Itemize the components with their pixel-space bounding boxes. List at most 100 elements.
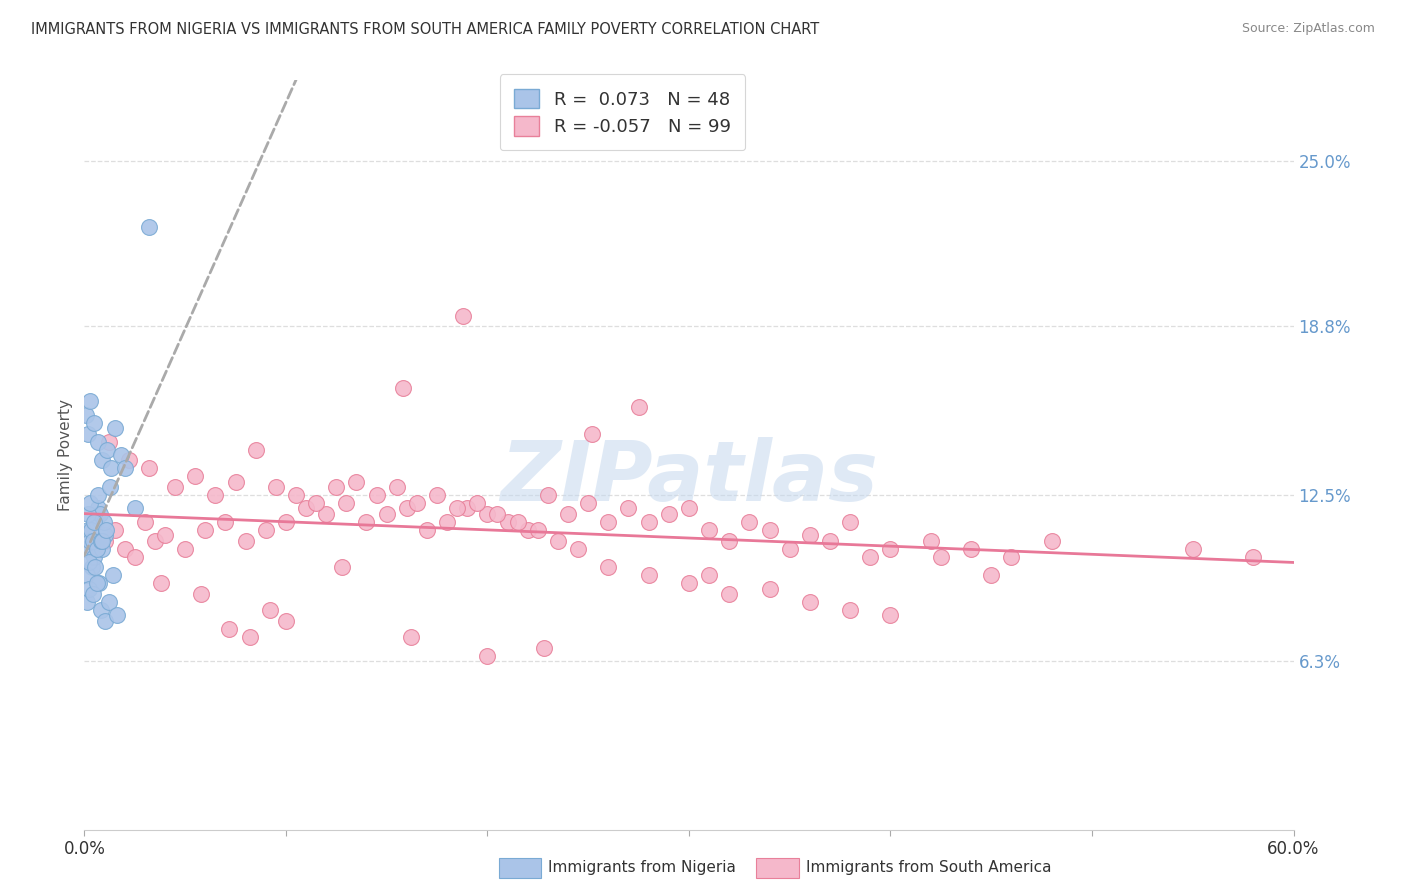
Point [214,515,236,529]
Point [627,400,650,414]
Point [758,523,780,537]
Point [90,533,112,548]
Point [87,501,110,516]
Point [637,568,659,582]
Point [86,576,108,591]
Point [235,533,257,548]
Point [446,501,468,516]
Point [315,507,337,521]
Point [274,515,297,529]
Point [153,528,176,542]
Point [879,608,901,623]
Point [218,622,240,636]
Point [79,555,101,569]
Point [124,549,146,564]
Point [165,480,187,494]
Point [533,640,555,655]
Point [406,496,429,510]
Point [190,587,212,601]
Point [76,568,98,582]
Point [89,576,111,591]
Point [104,523,127,537]
Point [105,608,128,623]
Point [330,560,353,574]
Point [506,515,529,529]
Point [77,523,100,537]
Text: Immigrants from South America: Immigrants from South America [806,860,1052,874]
Point [80,523,103,537]
Point [79,496,101,510]
Point [254,523,277,537]
Point [118,453,141,467]
Text: Source: ZipAtlas.com: Source: ZipAtlas.com [1241,22,1375,36]
Point [239,630,262,644]
Point [839,515,862,529]
Point [77,507,100,521]
Point [516,523,538,537]
Point [245,442,267,457]
Point [697,568,720,582]
Point [82,587,104,601]
Text: Immigrants from Nigeria: Immigrants from Nigeria [548,860,737,874]
Point [97,595,120,609]
Point [114,461,136,475]
Text: IMMIGRANTS FROM NIGERIA VS IMMIGRANTS FROM SOUTH AMERICA FAMILY POVERTY CORRELAT: IMMIGRANTS FROM NIGERIA VS IMMIGRANTS FR… [31,22,820,37]
Point [366,488,388,502]
Point [718,587,741,601]
Point [174,541,197,556]
Point [960,541,983,556]
Point [779,541,801,556]
Point [496,515,519,529]
Point [87,488,110,502]
Point [758,582,780,596]
Point [477,648,499,663]
Point [93,614,115,628]
Point [356,515,378,529]
Point [859,549,882,564]
Point [89,507,111,521]
Point [375,507,398,521]
Point [75,408,97,422]
Point [94,523,117,537]
Point [79,533,101,548]
Point [104,421,127,435]
Point [980,568,1002,582]
Point [527,523,550,537]
Point [86,515,108,529]
Point [143,533,166,548]
Point [718,533,741,548]
Text: ZIPatlas: ZIPatlas [501,437,877,518]
Point [96,442,118,457]
Point [581,426,603,441]
Point [83,549,105,564]
Legend: R =  0.073   N = 48, R = -0.057   N = 99: R = 0.073 N = 48, R = -0.057 N = 99 [499,74,745,150]
Point [346,475,368,489]
Point [799,595,821,609]
Point [285,488,308,502]
Point [567,541,589,556]
Point [1181,541,1204,556]
Point [1000,549,1022,564]
Point [93,515,115,529]
Point [325,480,347,494]
Point [477,507,499,521]
Point [91,541,114,556]
Point [110,448,132,462]
Point [91,533,114,548]
Point [1241,549,1264,564]
Point [451,309,474,323]
Point [335,496,357,510]
Point [194,523,217,537]
Point [598,560,620,574]
Point [537,488,560,502]
Point [799,528,821,542]
Point [77,582,100,596]
Point [467,496,489,510]
Point [385,480,408,494]
Point [259,603,281,617]
Point [576,496,599,510]
Point [91,453,114,467]
Point [598,515,620,529]
Point [138,461,160,475]
Point [114,541,136,556]
